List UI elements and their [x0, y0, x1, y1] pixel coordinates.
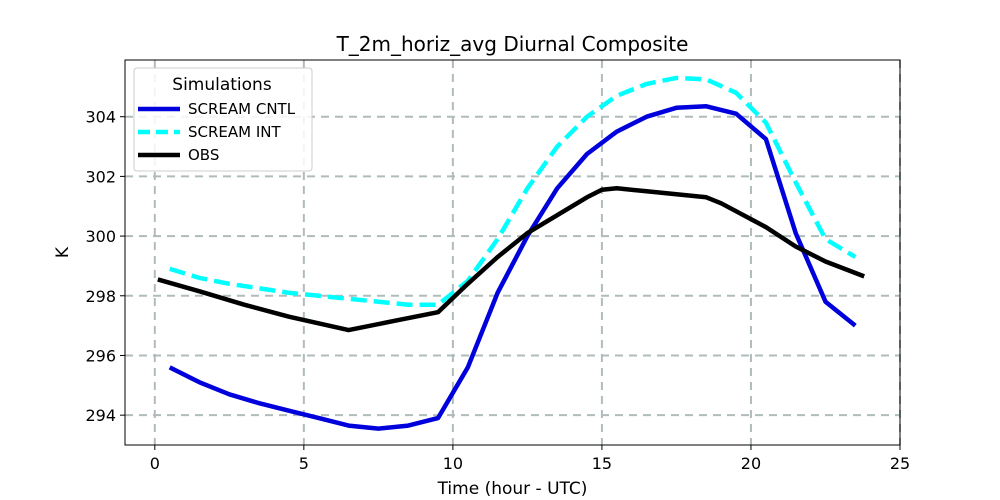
ticks: 0 5 10 15 20 25 294 296 298 300 302 304 [85, 108, 910, 473]
y-tick-label: 294 [85, 406, 116, 425]
y-tick-label: 304 [85, 108, 116, 127]
x-tick-label: 25 [890, 454, 910, 473]
series-line-scream-int [169, 75, 857, 307]
series-line-scream-cntl [168, 104, 857, 431]
x-tick-label: 5 [299, 454, 309, 473]
plot-frame [124, 59, 901, 446]
legend-box [133, 67, 313, 172]
legend-title: Simulations [172, 75, 272, 95]
legend-entry-label: SCREAM INT [188, 123, 282, 141]
y-tick-label: 296 [85, 346, 116, 365]
chart-title: T_2m_horiz_avg Diurnal Composite [336, 32, 689, 56]
y-tick-label: 302 [85, 167, 116, 186]
legend-entries: SCREAM CNTL SCREAM INT OBS [138, 100, 296, 164]
x-tick-label: 0 [150, 454, 160, 473]
x-tick-label: 10 [443, 454, 463, 473]
x-tick-label: 20 [741, 454, 761, 473]
y-tick-label: 298 [85, 287, 116, 306]
y-tick-label: 300 [85, 227, 116, 246]
series-layer [157, 75, 866, 431]
x-axis-label: Time (hour - UTC) [437, 479, 588, 499]
legend: Simulations SCREAM CNTL SCREAM INT OBS [133, 67, 313, 172]
legend-entry-label: OBS [188, 146, 219, 164]
legend-entry-label: SCREAM CNTL [188, 100, 296, 118]
x-tick-label: 15 [592, 454, 612, 473]
series-line-obs [157, 186, 866, 333]
y-axis-label: K [53, 246, 73, 258]
